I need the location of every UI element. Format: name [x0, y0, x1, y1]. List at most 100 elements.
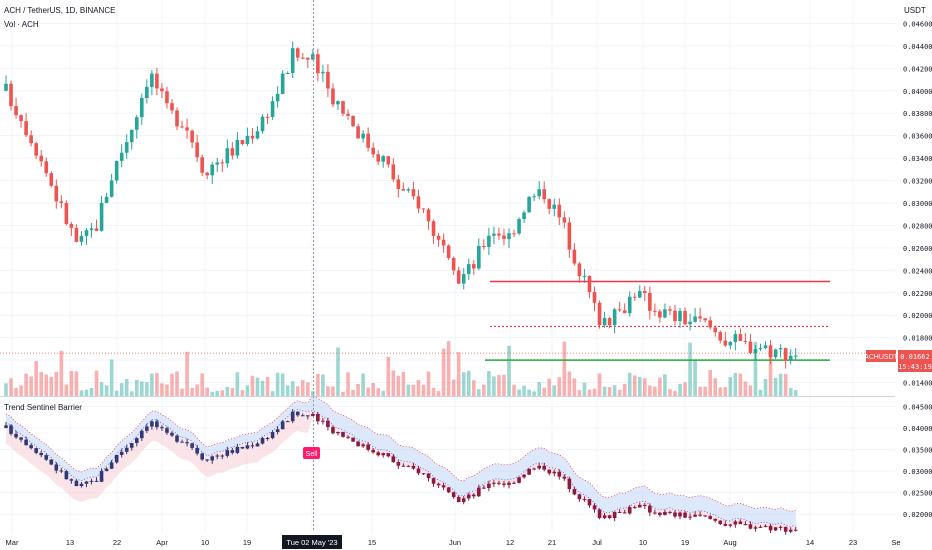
volume-bar [738, 373, 743, 396]
candle-body [245, 135, 250, 145]
candle-body [703, 318, 707, 321]
candle-body [653, 310, 657, 312]
crosshair-date-tag [282, 535, 342, 549]
candle-body [678, 310, 682, 322]
volume-bar [547, 378, 552, 396]
time-tick-label: 19 [681, 538, 689, 547]
time-axis[interactable]: Mar 13 22 Apr 10 19 15 Jun 12 21 Jul 10 19 Aug 14 23 Se [6, 538, 901, 547]
volume-bar [160, 383, 164, 396]
indicator-candle [39, 452, 44, 456]
candle-body [788, 355, 793, 361]
candle-body [517, 219, 521, 234]
volume-bar [718, 387, 723, 396]
candle-body [592, 292, 597, 303]
candle-body [290, 48, 295, 74]
volume-bar [758, 389, 763, 396]
indicator-candle [210, 456, 215, 461]
volume-bar [643, 378, 647, 396]
volume-bar [607, 387, 612, 396]
candle-body [758, 348, 763, 350]
candle-body [482, 245, 486, 248]
volume-bar [331, 386, 335, 396]
volume-bar [517, 389, 521, 396]
candle-body [522, 212, 526, 220]
candle-body [768, 345, 773, 358]
indicator-candle [426, 473, 431, 479]
candle-body [783, 348, 788, 361]
candle-body [466, 264, 471, 274]
volume-bar [54, 371, 59, 396]
volume-bar [471, 380, 476, 396]
candle-body [14, 106, 18, 116]
candle-body [361, 133, 365, 139]
indicator-candle [738, 521, 743, 525]
indicator-candle [512, 482, 516, 484]
time-tick-label: Se [891, 538, 900, 547]
volume-bar [94, 370, 99, 396]
price-tick-label: 0.04200 [903, 65, 932, 73]
indicator-candle [396, 462, 401, 466]
candle-body [461, 273, 466, 284]
candle-body [698, 316, 702, 319]
volume-bar [461, 372, 466, 396]
indicator-candle [361, 444, 365, 447]
indicator-candle [79, 483, 84, 487]
volume-bar [300, 380, 305, 396]
indicator-candle [321, 420, 325, 422]
indicator-candle [260, 437, 265, 444]
volume-bar [150, 373, 154, 396]
indicator-candle [351, 437, 355, 442]
indicator-candle [391, 456, 396, 463]
candle-body [713, 327, 718, 333]
indicator-candle [431, 478, 436, 484]
volume-bar [14, 387, 18, 396]
volume-bar [255, 377, 260, 396]
indicator-candle [683, 512, 687, 518]
indicator-candle [547, 469, 552, 474]
candle-body [421, 208, 426, 210]
candle-body [587, 275, 592, 293]
indicator-candle [381, 453, 386, 456]
volume-bar [109, 359, 114, 396]
candle-body [235, 140, 240, 156]
volume-bar [401, 371, 406, 396]
candle-body [406, 189, 411, 191]
volume-bar [668, 389, 672, 396]
volume-bar [366, 387, 370, 396]
volume-bar [552, 385, 557, 396]
candle-body [74, 227, 79, 242]
volume-bar [592, 388, 597, 396]
bar-countdown: 15:43:19 [898, 363, 932, 371]
price-tick-label: 0.04000 [903, 88, 932, 96]
candle-body [391, 164, 396, 180]
price-axis[interactable]: 0.04600 0.04400 0.04200 0.04000 0.03800 0.036… [895, 0, 932, 532]
candle-body [180, 126, 184, 128]
candle-body [366, 133, 370, 148]
candle-body [185, 127, 189, 131]
volume-bar [119, 383, 124, 396]
candle-body [119, 152, 124, 161]
indicator-candle [728, 524, 733, 526]
candle-body [230, 148, 235, 156]
indicator-candle [64, 471, 69, 480]
candle-body [683, 310, 687, 325]
candle-body [4, 83, 8, 91]
indicator-candle [356, 441, 360, 447]
indicator-candle [778, 526, 783, 528]
candle-body [285, 73, 290, 75]
barrier-mid-line [5, 408, 796, 527]
time-tick-label: 15 [368, 538, 376, 547]
candle-body [597, 302, 602, 326]
volume-bar [572, 378, 577, 396]
volume-bar [69, 370, 74, 396]
volume-bar [426, 371, 431, 396]
candle-body [170, 103, 174, 111]
volume-bar [306, 382, 310, 396]
indicator-candle [718, 520, 723, 524]
candle-body [331, 88, 335, 105]
candle-body [24, 121, 28, 136]
currency-label[interactable]: USDT [904, 6, 926, 15]
indicator-candle [326, 420, 330, 428]
indicator-candle [69, 479, 74, 481]
